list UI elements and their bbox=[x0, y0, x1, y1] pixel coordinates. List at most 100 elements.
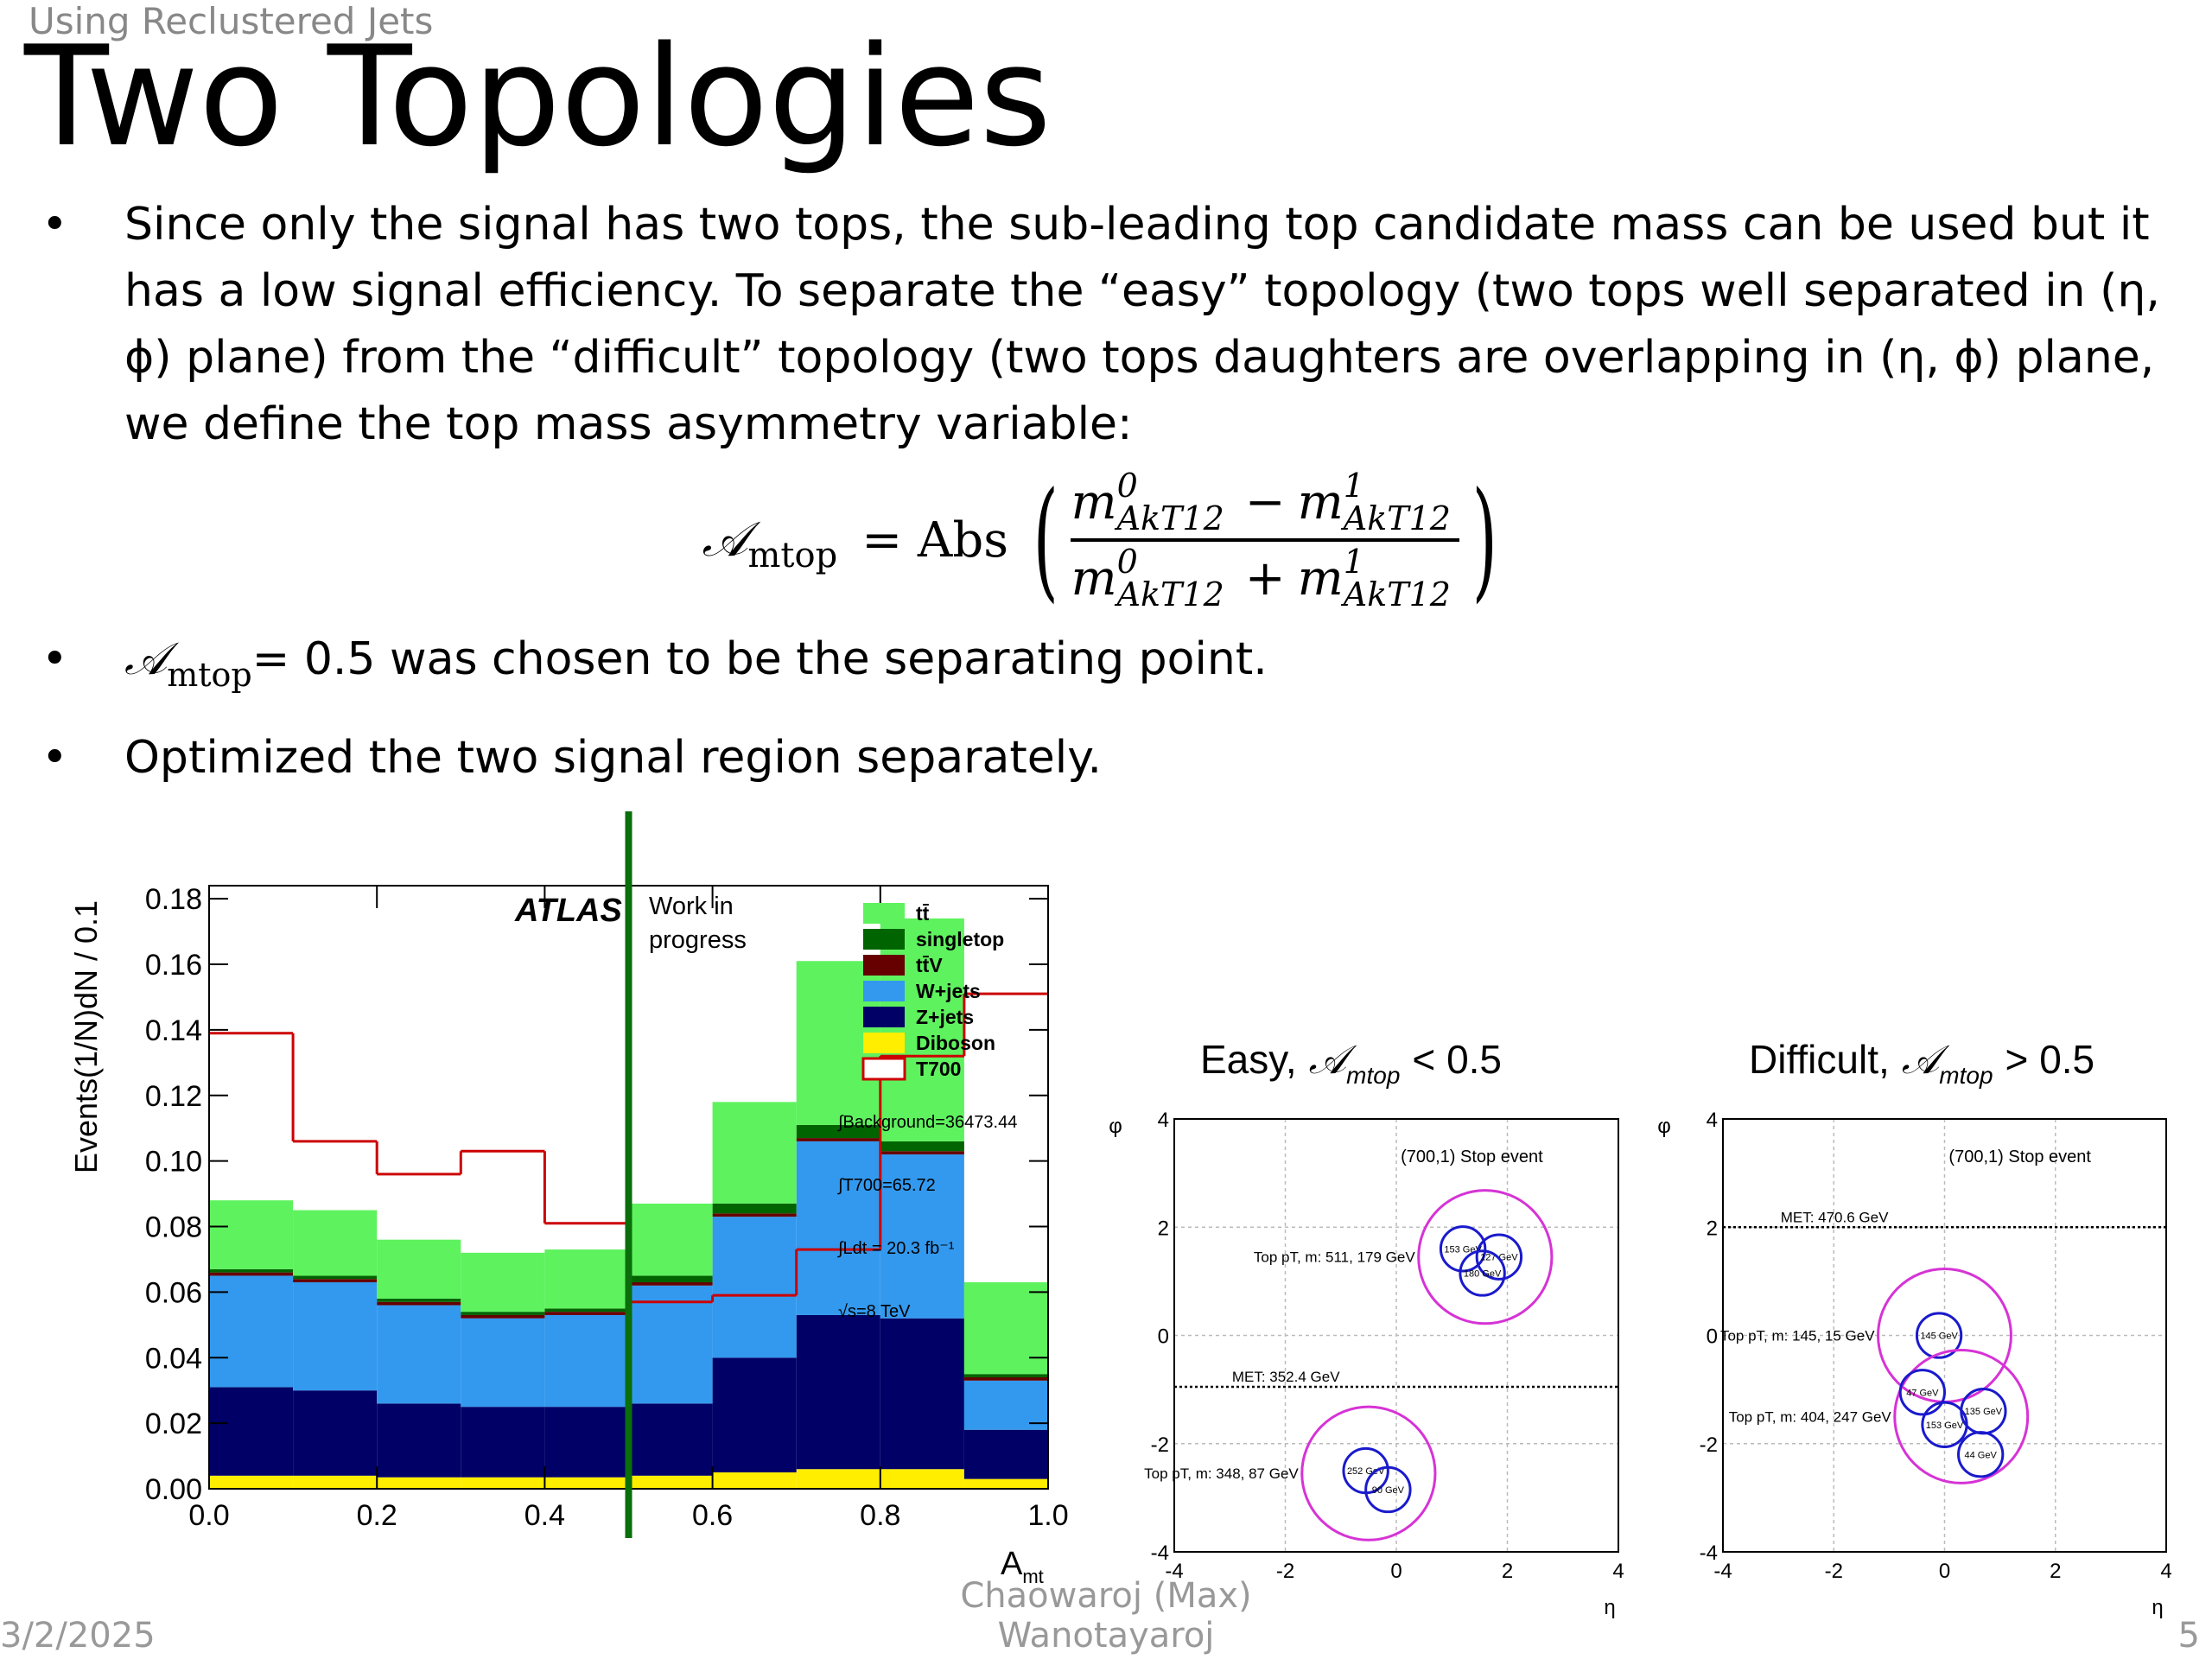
footer-author: Chaowaroj (Max) Wanotayaroj bbox=[960, 1576, 1252, 1656]
legend-swatch bbox=[863, 981, 905, 1001]
bar bbox=[293, 1275, 378, 1280]
top-label: Top pT, m: 404, 247 GeV bbox=[1729, 1408, 1892, 1425]
bar bbox=[796, 1141, 880, 1315]
y-tick-label: 0.16 bbox=[145, 949, 202, 982]
subjet-label: 145 GeV bbox=[1920, 1332, 1958, 1342]
bar bbox=[209, 1200, 294, 1269]
bar bbox=[461, 1477, 545, 1489]
x-tick-label: 0.0 bbox=[188, 1499, 229, 1532]
sup: 1 bbox=[1343, 543, 1364, 581]
x-tick-label: 0.4 bbox=[524, 1499, 565, 1532]
bar bbox=[209, 1268, 294, 1273]
y-tick-label: 0.04 bbox=[145, 1342, 202, 1375]
x-tick-label: -4 bbox=[1165, 1560, 1183, 1583]
bar bbox=[544, 1312, 629, 1315]
status-label: progress bbox=[649, 926, 747, 954]
y-tick-label: 0 bbox=[1158, 1325, 1169, 1349]
annotation: √s=8 TeV bbox=[838, 1302, 911, 1321]
y-tick-label: 0.00 bbox=[145, 1473, 202, 1506]
bar bbox=[963, 1377, 1048, 1381]
bar bbox=[880, 1154, 964, 1319]
bar bbox=[712, 1213, 797, 1217]
bar bbox=[880, 1469, 964, 1489]
bar bbox=[880, 918, 964, 1141]
y-tick-label: 2 bbox=[1158, 1217, 1169, 1240]
bar bbox=[293, 1475, 378, 1489]
sub: AkT12 bbox=[1116, 499, 1224, 537]
legend-label: T700 bbox=[916, 1058, 961, 1080]
y-tick-label: 0.12 bbox=[145, 1080, 202, 1113]
bar bbox=[963, 1478, 1048, 1489]
bar bbox=[293, 1282, 378, 1391]
bar bbox=[880, 1151, 964, 1155]
paren: ) bbox=[1471, 465, 1497, 615]
met-label: MET: 352.4 GeV bbox=[1232, 1369, 1340, 1385]
y-axis-label: φ bbox=[1109, 1115, 1122, 1138]
subtitle: Using Reclustered Jets bbox=[29, 0, 434, 42]
y-tick-label: 0.10 bbox=[145, 1146, 202, 1179]
y-tick-label: 0.06 bbox=[145, 1276, 202, 1309]
legend-label: Diboson bbox=[916, 1032, 995, 1054]
legend-label: singletop bbox=[916, 928, 1004, 950]
bullet-dot: • bbox=[41, 199, 68, 251]
sub: AkT12 bbox=[1343, 575, 1451, 613]
fraction-bar bbox=[1071, 538, 1459, 542]
bar bbox=[712, 1357, 797, 1473]
bar bbox=[963, 1429, 1048, 1479]
y-axis-label: φ bbox=[1657, 1115, 1671, 1138]
y-tick-label: 4 bbox=[1158, 1109, 1169, 1132]
y-axis-label: Events(1/N)dN / 0.1 bbox=[68, 900, 104, 1173]
bar bbox=[544, 1308, 629, 1313]
supsub: 0 AkT12 bbox=[1117, 469, 1224, 535]
top-jet bbox=[1417, 1189, 1554, 1325]
sup: 0 bbox=[1116, 543, 1138, 581]
y-tick-label: 0.18 bbox=[145, 883, 202, 916]
y-tick-label: 4 bbox=[1707, 1109, 1718, 1132]
formula-symbol: 𝒜 bbox=[702, 512, 748, 568]
bullet-text: Since only the signal has two tops, the … bbox=[124, 199, 2160, 450]
footer-page: 5 bbox=[2177, 1616, 2200, 1656]
bullet: • 𝒜mtop= 0.5 was chosen to be the separat… bbox=[41, 626, 2181, 709]
bar bbox=[461, 1314, 545, 1319]
bar bbox=[461, 1407, 545, 1478]
supsub: 0 AkT12 bbox=[1117, 545, 1224, 611]
formula-sub: mtop bbox=[747, 536, 838, 575]
bullet: • Since only the signal has two tops, the… bbox=[41, 192, 2181, 458]
legend-swatch bbox=[863, 903, 905, 924]
subjet-label: 47 GeV bbox=[1906, 1388, 1939, 1398]
sub: AkT12 bbox=[1116, 575, 1224, 613]
bullet-dot: • bbox=[41, 633, 68, 685]
x-tick-label: 4 bbox=[1612, 1560, 1624, 1583]
footer-date: 3/2/2025 bbox=[0, 1616, 156, 1656]
bar bbox=[628, 1475, 713, 1489]
y-tick-label: 0.14 bbox=[145, 1014, 202, 1047]
y-tick-label: 0.08 bbox=[145, 1211, 202, 1244]
plot-frame bbox=[1722, 1118, 2167, 1553]
title-rel: > 0.5 bbox=[2005, 1037, 2095, 1082]
fraction: m 0 AkT12− m 1 AkT12 m 0 AkT12 + m 1 AkT12 bbox=[1071, 469, 1459, 611]
bullet-dot: • bbox=[41, 732, 68, 784]
y-tick-label: -4 bbox=[1151, 1541, 1169, 1565]
formula-op: = Abs bbox=[861, 512, 1008, 569]
x-tick-label: -2 bbox=[1276, 1560, 1294, 1583]
bar bbox=[209, 1387, 294, 1476]
bar bbox=[712, 1472, 797, 1489]
subjet bbox=[1915, 1312, 1963, 1359]
sub: AkT12 bbox=[1343, 499, 1451, 537]
bar bbox=[628, 1282, 713, 1286]
x-tick-label: -2 bbox=[1825, 1560, 1843, 1583]
legend-swatch bbox=[861, 1057, 906, 1081]
m: m bbox=[1297, 550, 1344, 607]
x-tick-label: 0.2 bbox=[357, 1499, 397, 1532]
x-axis-label-sub: mt bbox=[1022, 1566, 1043, 1587]
x-tick-label: 0 bbox=[1939, 1560, 1950, 1583]
m: m bbox=[1071, 550, 1117, 607]
title-text: Easy, bbox=[1200, 1037, 1297, 1082]
bar bbox=[628, 1285, 713, 1404]
bar bbox=[377, 1305, 461, 1404]
status-label: Work in bbox=[649, 893, 734, 920]
bar bbox=[377, 1301, 461, 1306]
subjet-label: 252 GeV bbox=[1347, 1466, 1385, 1477]
bar bbox=[377, 1477, 461, 1489]
